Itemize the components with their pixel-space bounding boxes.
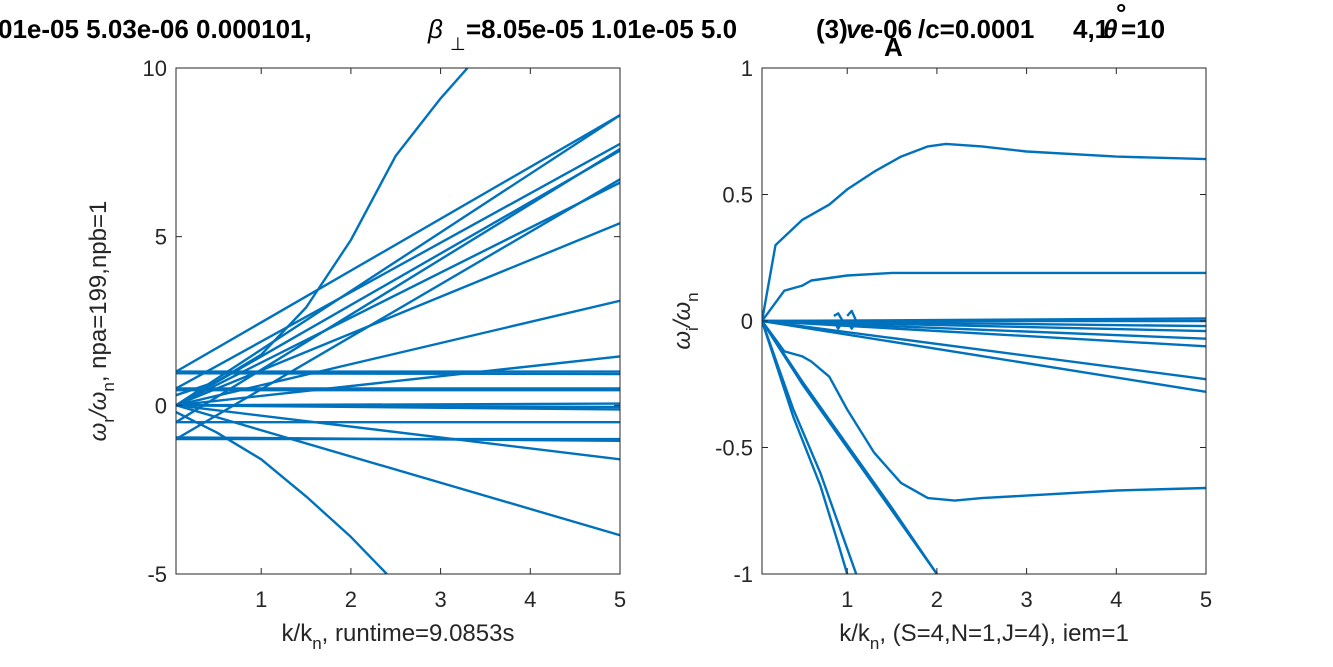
right-series-line-1 (762, 271, 1206, 322)
title-left: 01e-05 5.03e-06 0.000101, (0, 14, 312, 44)
title-ov3: /c=0.0001 (918, 14, 1034, 44)
left-xtick-label-3: 4 (524, 587, 536, 612)
right-panel: 1 2 3 4 5-1-0.500.51 k/kn, (S=4,N=1,J=4), ie… (669, 56, 1212, 653)
left-xtick-label-1: 2 (345, 587, 357, 612)
title-degree: ° (1116, 0, 1126, 28)
right-xtick-label-3: 4 (1110, 587, 1122, 612)
right-ylabel-sub1: i (683, 327, 702, 331)
right-xtick-label-2: 3 (1020, 587, 1032, 612)
left-xlabel-rest: , runtime=9.0853s (322, 620, 515, 647)
left-series-line-2 (176, 114, 620, 373)
left-series-line-9 (176, 222, 620, 407)
right-series-line-0 (762, 142, 1206, 322)
left-series-line-1 (176, 411, 388, 574)
right-ytick-label-1: -0.5 (715, 436, 753, 461)
left-xlabel-sub: n (312, 634, 321, 653)
left-ylabel: ωr/ωn, npa=199,npb=1 (85, 201, 118, 442)
title-va: v (846, 14, 862, 44)
left-axes-frame (175, 67, 621, 575)
left-ylabel-omega: ω (85, 423, 112, 442)
left-series-line-4 (176, 142, 620, 390)
right-ylabel: ωi/ωn (669, 292, 702, 349)
right-ticks: 1 2 3 4 5 -1 -0.5 0 0.5 1 (715, 56, 1212, 612)
right-series-line-15 (832, 312, 844, 330)
right-ylabel-sub2: n (683, 292, 702, 301)
right-ytick-label-4: 1 (741, 56, 753, 81)
left-ytick-label-0: -5 (147, 562, 167, 587)
left-ylabel-rest: , npa=199,npb=1 (85, 201, 112, 383)
right-series-line-9 (762, 317, 1206, 323)
title-mid: =8.05e-05 1.01e-05 5.0 (466, 14, 737, 44)
title-ov2: e-06 (860, 14, 912, 44)
left-series-line-22 (176, 404, 620, 461)
title-theta-value: =10 (1121, 14, 1165, 44)
title-ov1: (3) (816, 14, 848, 44)
left-series-line-18 (176, 404, 620, 411)
title-theta: θ (1103, 14, 1118, 44)
right-ytick-label-2: 0 (741, 309, 753, 334)
right-xlabel-main: k/k (839, 620, 871, 647)
left-series-line-5 (176, 147, 620, 424)
title-va-sub: A (884, 32, 903, 62)
left-ylabel-sub1: r (99, 417, 118, 423)
right-series-line-2 (762, 320, 1206, 502)
right-series-line-10 (762, 319, 1206, 328)
right-ylabel-omega2: /ω (669, 302, 696, 329)
left-ytick-label-3: 10 (143, 56, 167, 81)
left-xlabel: k/kn, runtime=9.0853s (282, 620, 515, 653)
right-ytick-label-0: -1 (733, 562, 753, 587)
right-xtick-label-0: 1 (841, 587, 853, 612)
left-xlabel-main: k/k (282, 620, 314, 647)
right-xlabel: k/kn, (S=4,N=1,J=4), iem=1 (839, 620, 1129, 653)
right-ylabel-omega: ω (669, 331, 696, 350)
title-beta-sub: ⊥ (450, 34, 466, 54)
figure-title: 01e-05 5.03e-06 0.000101, β ⊥ =8.05e-05 … (0, 14, 737, 56)
right-ytick-label-3: 0.5 (722, 183, 753, 208)
right-series-line-16 (846, 309, 858, 330)
left-series-line-13 (176, 372, 620, 376)
left-ytick-label-2: 5 (155, 225, 167, 250)
left-ytick-label-1: 0 (155, 393, 167, 418)
right-xlabel-sub: n (870, 634, 879, 653)
right-series-line-12 (762, 320, 938, 574)
left-ylabel-sub2: n (99, 382, 118, 391)
right-xtick-label-1: 2 (931, 587, 943, 612)
left-series-line-11 (176, 355, 620, 407)
left-series-group (176, 68, 620, 574)
left-series-line-6 (176, 149, 620, 407)
right-xtick-label-4: 5 (1200, 587, 1212, 612)
left-xtick-label-2: 3 (434, 587, 446, 612)
right-xlabel-rest: , (S=4,N=1,J=4), iem=1 (879, 620, 1128, 647)
right-series-line-4 (762, 319, 1206, 381)
right-series-line-14 (762, 320, 849, 574)
title-beta: β (427, 14, 443, 44)
left-series-line-21 (176, 436, 620, 442)
right-series-line-13 (762, 320, 858, 574)
left-series-line-3 (176, 114, 620, 407)
left-series-line-23 (176, 404, 620, 537)
left-ticks: 1 2 3 4 5 -5 0 5 10 (143, 56, 627, 612)
right-series-group (762, 142, 1206, 574)
left-ylabel-omega2: /ω (85, 392, 112, 419)
left-series-line-7 (176, 178, 620, 441)
right-series-line-3 (762, 319, 1206, 393)
left-series-line-8 (176, 181, 620, 407)
title-end: 4,1 (1073, 14, 1109, 44)
left-xtick-label-0: 1 (255, 587, 267, 612)
left-xtick-label-4: 5 (614, 587, 626, 612)
